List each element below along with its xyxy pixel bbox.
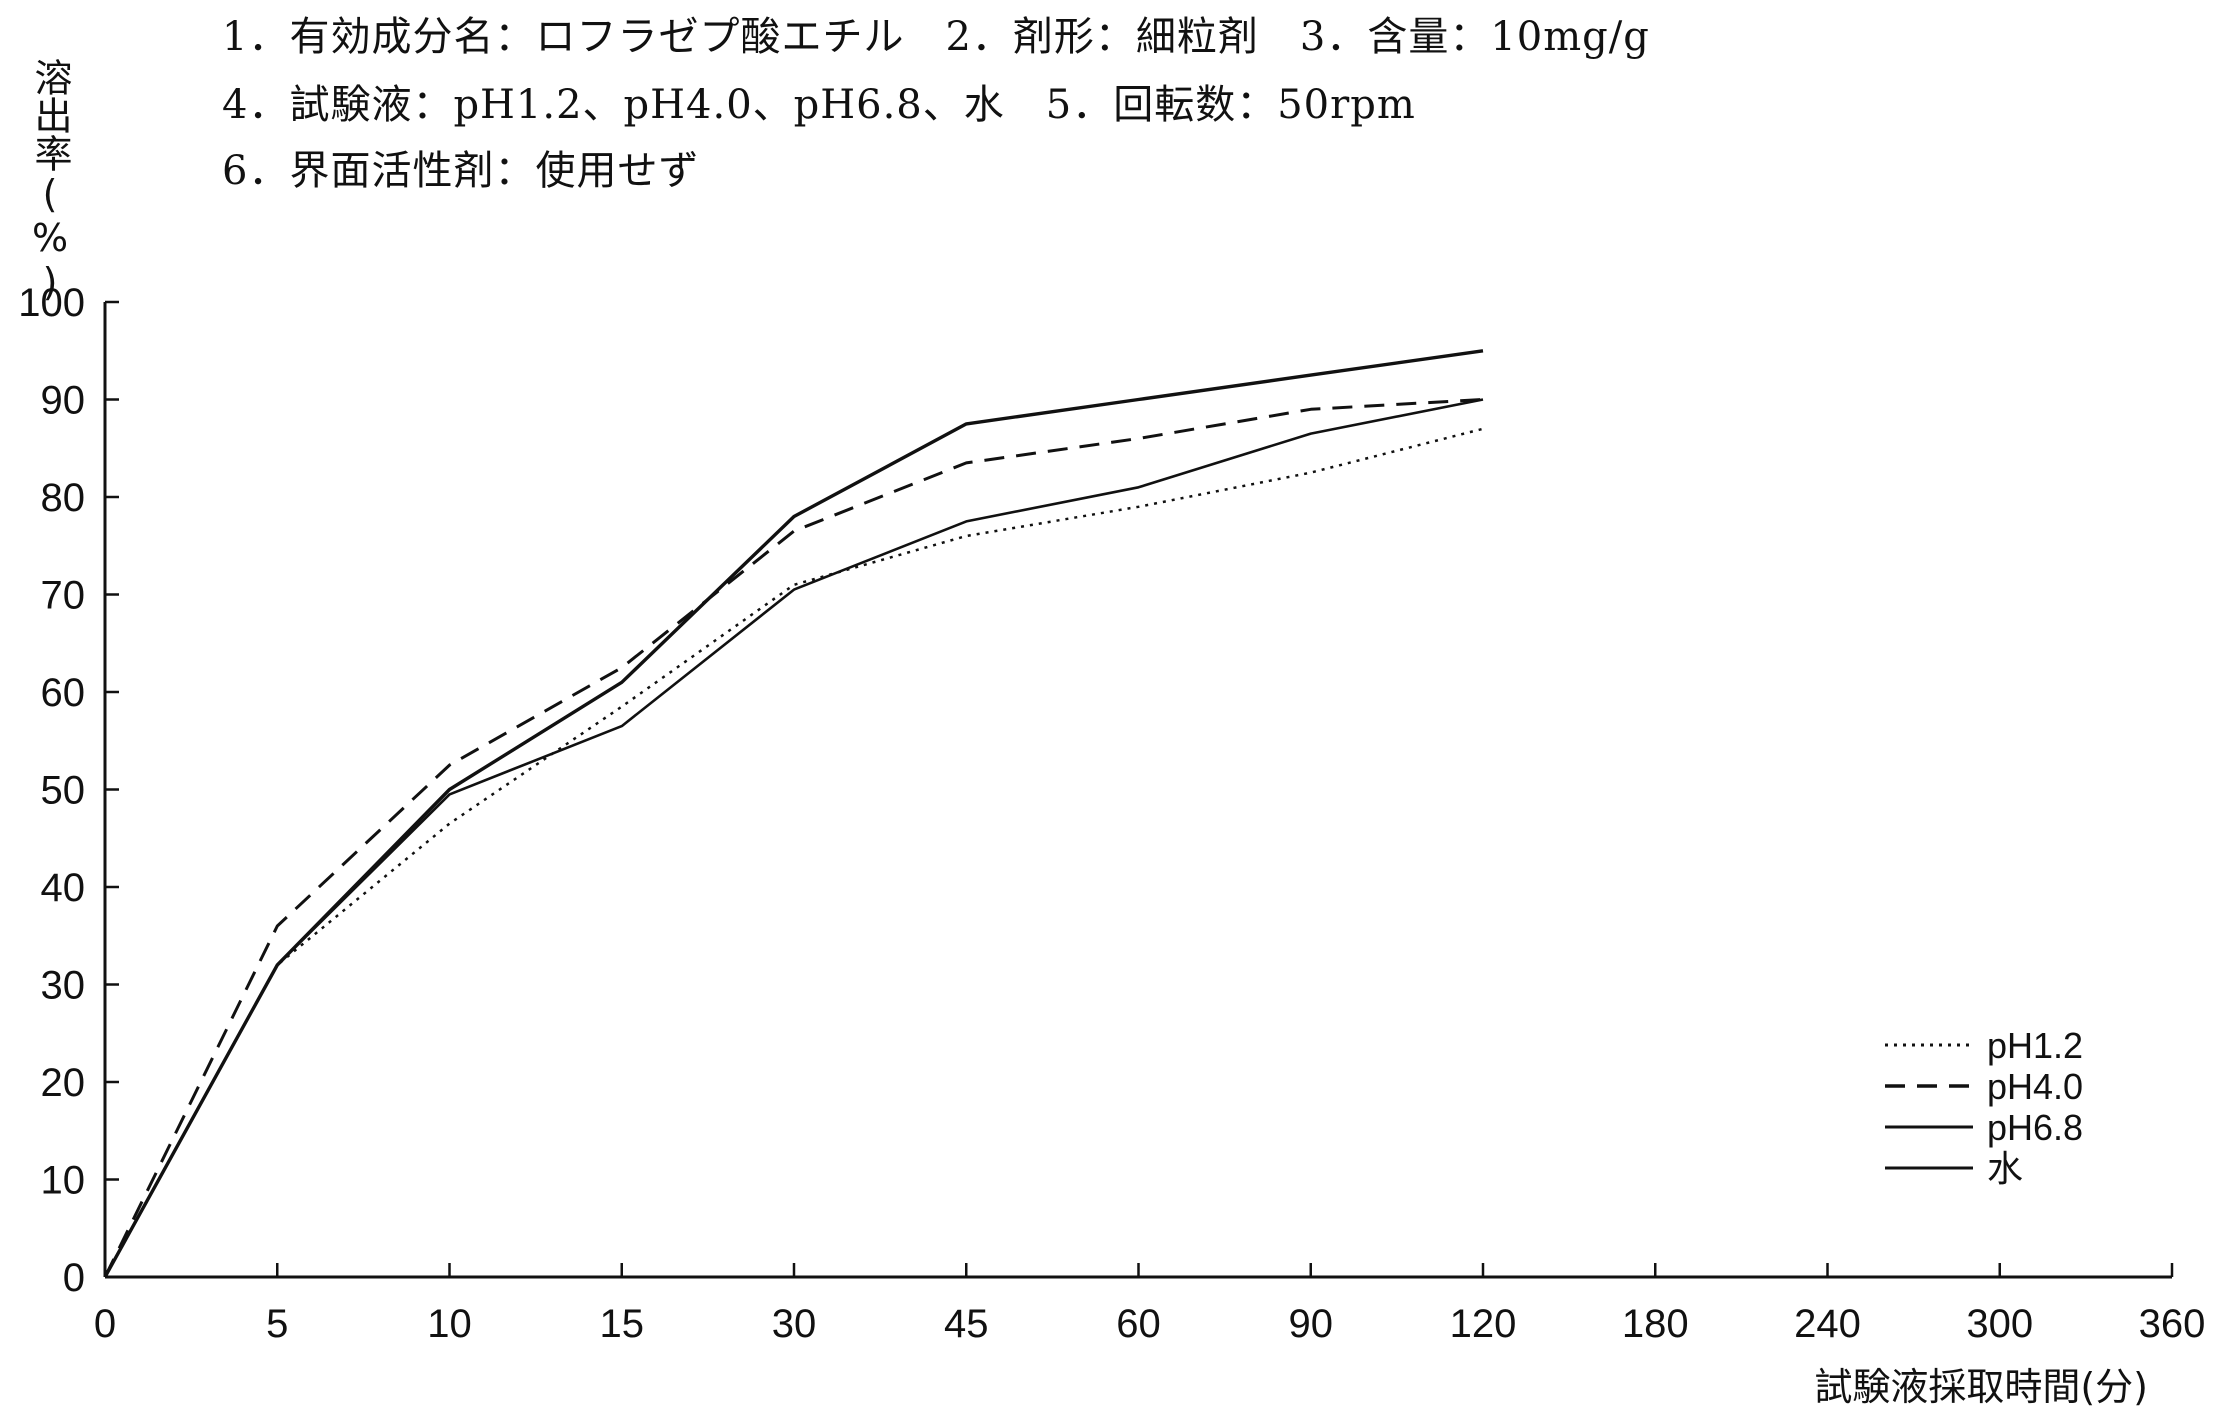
y-axis-label: 溶出率(%) (28, 58, 72, 304)
y-tick-label: 10 (41, 1159, 86, 1203)
x-tick-label: 30 (772, 1302, 817, 1346)
y-tick-label: 30 (41, 964, 86, 1008)
x-tick-label: 10 (427, 1302, 472, 1346)
series-line-ph68 (103, 398, 1484, 1278)
x-tick-label: 60 (1116, 1302, 1161, 1346)
y-tick-label: 80 (41, 476, 86, 520)
x-axis-label: 試験液採取時間(分) (1814, 1365, 2148, 1409)
y-tick-label: 40 (41, 866, 86, 910)
x-tick-label: 180 (1622, 1302, 1689, 1346)
x-tick-label: 0 (94, 1302, 116, 1346)
series-line-water (103, 349, 1484, 1278)
header-line-1: 1．有効成分名：ロフラゼプ酸エチル 2．剤形：細粒剤 3．含量：10mg/g (222, 14, 1650, 60)
legend-label-water: 水 (1987, 1148, 2023, 1189)
y-tick-label: 70 (41, 574, 86, 618)
y-tick-label: 50 (41, 769, 86, 813)
x-tick-label: 300 (1966, 1302, 2033, 1346)
y-tick-label: 90 (41, 379, 86, 423)
y-tick-label: 20 (41, 1061, 86, 1105)
x-tick-label: 45 (944, 1302, 989, 1346)
x-tick-label: 5 (266, 1302, 288, 1346)
x-axis-ticks: 0 5 10 15 30 45 60 90 120 180 240 300 360 (94, 1263, 2206, 1346)
chart-header: 1．有効成分名：ロフラゼプ酸エチル 2．剤形：細粒剤 3．含量：10mg/g 4… (0, 0, 2216, 194)
series-line-ph40 (103, 398, 1484, 1278)
y-tick-label: 0 (63, 1256, 85, 1300)
header-line-2: 4．試験液：pH1.2、pH4.0、pH6.8、水 5．回転数：50rpm (222, 82, 1416, 128)
y-axis-ticks: 0 10 20 30 40 50 60 70 80 90 100 (18, 281, 119, 1300)
chart-series (103, 349, 1484, 1278)
y-tick-label: 60 (41, 671, 86, 715)
series-line-ph12 (103, 427, 1484, 1278)
legend-label-ph12: pH1.2 (1987, 1025, 2083, 1066)
x-tick-label: 360 (2139, 1302, 2206, 1346)
chart-axes (103, 302, 2172, 1279)
x-tick-label: 120 (1450, 1302, 1517, 1346)
legend-label-ph68: pH6.8 (1987, 1107, 2083, 1148)
x-tick-label: 90 (1289, 1302, 1334, 1346)
y-tick-label: 100 (18, 281, 85, 325)
x-tick-label: 15 (600, 1302, 645, 1346)
x-tick-label: 240 (1794, 1302, 1861, 1346)
legend-label-ph40: pH4.0 (1987, 1066, 2083, 1107)
header-line-3: 6．界面活性剤：使用せず (222, 148, 700, 194)
